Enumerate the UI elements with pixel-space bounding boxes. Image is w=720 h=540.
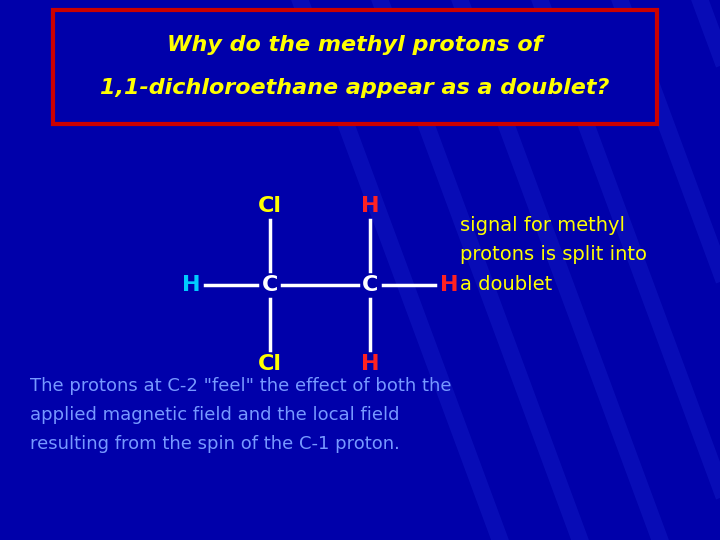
Text: Why do the methyl protons of: Why do the methyl protons of — [167, 35, 543, 55]
Text: 1,1-dichloroethane appear as a doublet?: 1,1-dichloroethane appear as a doublet? — [100, 78, 610, 98]
Text: Cl: Cl — [258, 196, 282, 216]
Text: C: C — [262, 275, 278, 295]
Text: H: H — [361, 354, 379, 374]
Text: H: H — [361, 196, 379, 216]
Text: Cl: Cl — [258, 354, 282, 374]
Text: signal for methyl
protons is split into
a doublet: signal for methyl protons is split into … — [460, 216, 647, 294]
Text: H: H — [440, 275, 458, 295]
Text: The protons at C-2 "feel" the effect of both the
applied magnetic field and the : The protons at C-2 "feel" the effect of … — [30, 377, 451, 453]
Text: H: H — [181, 275, 200, 295]
Text: C: C — [362, 275, 378, 295]
FancyBboxPatch shape — [53, 10, 657, 124]
